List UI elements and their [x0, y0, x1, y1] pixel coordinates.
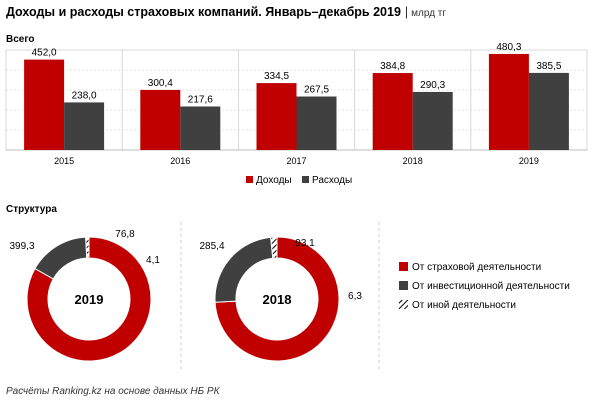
- pie-legend-swatch: [399, 262, 408, 271]
- pie-legend-swatch: [399, 281, 408, 290]
- title-text: Доходы и расходы страховых компаний. Янв…: [6, 5, 401, 19]
- expense-bar: [64, 102, 105, 150]
- bar-value-label: 480,3: [496, 42, 521, 53]
- legend-income-swatch: [246, 176, 253, 183]
- donut-center-label: 2018: [263, 292, 292, 307]
- x-tick-label: 2017: [286, 156, 306, 166]
- bar-value-label: 217,6: [188, 94, 213, 105]
- x-tick-label: 2018: [403, 156, 423, 166]
- expense-bar: [412, 91, 453, 150]
- legend-series-label: Доходы: [256, 175, 292, 186]
- source-footer: Расчёты Ranking.kz на основе данных НБ Р…: [6, 386, 220, 397]
- x-tick-label: 2019: [519, 156, 539, 166]
- pie-legend-swatch: [399, 300, 408, 309]
- x-tick-label: 2015: [54, 156, 74, 166]
- bar-value-label: 300,4: [148, 78, 173, 89]
- chart-title: Доходы и расходы страховых компаний. Янв…: [6, 5, 446, 19]
- income-bar: [24, 59, 65, 150]
- expense-bar: [528, 72, 569, 150]
- donut-slice: [270, 236, 278, 259]
- donut-slice: [26, 236, 152, 362]
- income-bar: [256, 83, 297, 150]
- unit-label: млрд тг: [411, 8, 447, 19]
- donut-value-label: 76,8: [115, 229, 135, 240]
- bar-value-label: 452,0: [32, 48, 57, 59]
- income-bar: [372, 73, 413, 150]
- income-bar: [488, 53, 529, 150]
- donut-value-label: 93,1: [295, 238, 315, 249]
- bar-value-label: 385,5: [536, 61, 561, 72]
- donut-slice: [85, 236, 90, 259]
- expense-bar: [180, 106, 221, 150]
- donut-value-label: 6,3: [348, 291, 362, 302]
- donut-center-label: 2019: [75, 292, 104, 307]
- bar-section-title: Всего: [6, 34, 35, 45]
- x-tick-label: 2016: [170, 156, 190, 166]
- legend-expense-swatch: [302, 176, 309, 183]
- bar-value-label: 238,0: [72, 90, 97, 101]
- donut-slice: [214, 236, 340, 362]
- bar-value-label: 384,8: [380, 61, 405, 72]
- donut-value-label: 4,1: [146, 255, 160, 266]
- donut-value-label: 285,4: [199, 241, 224, 252]
- bar-value-label: 267,5: [304, 85, 329, 96]
- expense-bar: [296, 96, 337, 150]
- bar-value-label: 334,5: [264, 71, 289, 82]
- pie-section-title: Структура: [6, 204, 57, 215]
- pie-legend-label: От страховой деятельности: [412, 262, 541, 273]
- income-bar: [140, 89, 181, 150]
- donut-slice: [34, 236, 88, 280]
- title-separator: |: [404, 5, 409, 19]
- bar-value-label: 290,3: [420, 80, 445, 91]
- pie-legend-label: От инвестиционной деятельности: [412, 281, 570, 292]
- donut-value-label: 399,3: [9, 241, 34, 252]
- legend-series-label: Расходы: [312, 175, 352, 186]
- pie-legend-label: От иной деятельности: [412, 300, 516, 311]
